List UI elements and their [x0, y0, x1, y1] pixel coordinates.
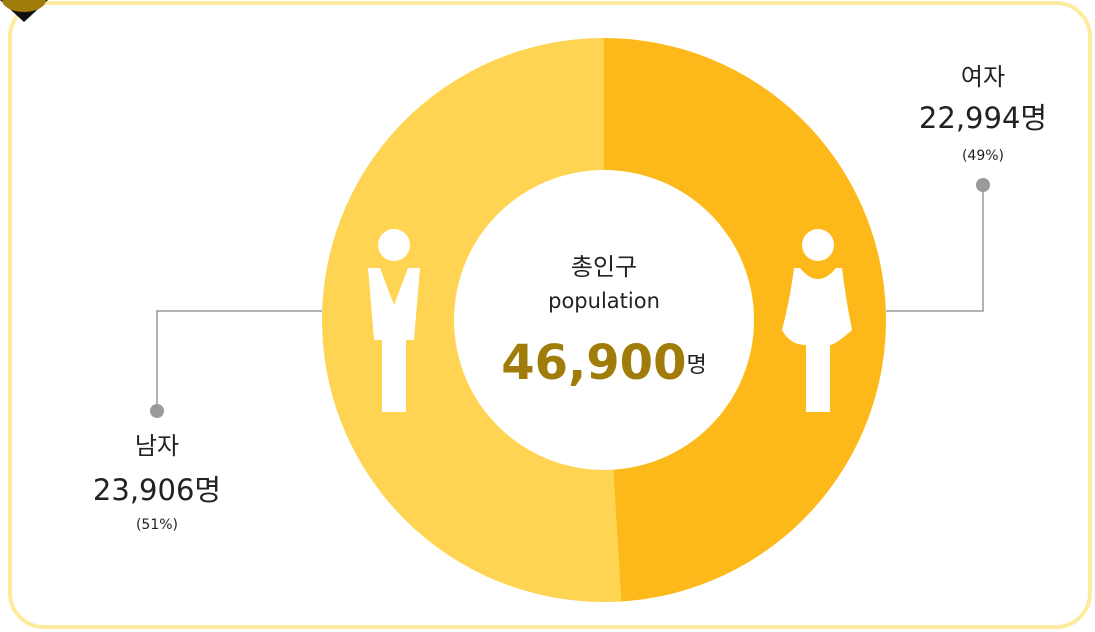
value-label: 22,994명	[919, 101, 1047, 135]
unit: 명	[686, 353, 706, 378]
category-label: 남자	[135, 432, 179, 460]
center-total: 46,900명	[501, 335, 706, 391]
center-label: 총인구	[571, 253, 637, 281]
value-label: 23,906명	[93, 473, 221, 507]
category-label: 여자	[961, 63, 1005, 91]
leader-line	[156, 310, 322, 410]
leader-line	[886, 185, 984, 312]
total: 46,900	[501, 335, 686, 391]
leader-dot	[150, 404, 164, 418]
male-icon	[368, 229, 420, 412]
leader-dot	[976, 178, 990, 192]
female-icon	[782, 229, 852, 412]
percent-label: (49%)	[962, 148, 1004, 164]
corner-badge	[2, 0, 46, 12]
center-sublabel: population	[548, 289, 660, 313]
donut-hole	[454, 170, 754, 470]
percent-label: (51%)	[136, 517, 178, 533]
